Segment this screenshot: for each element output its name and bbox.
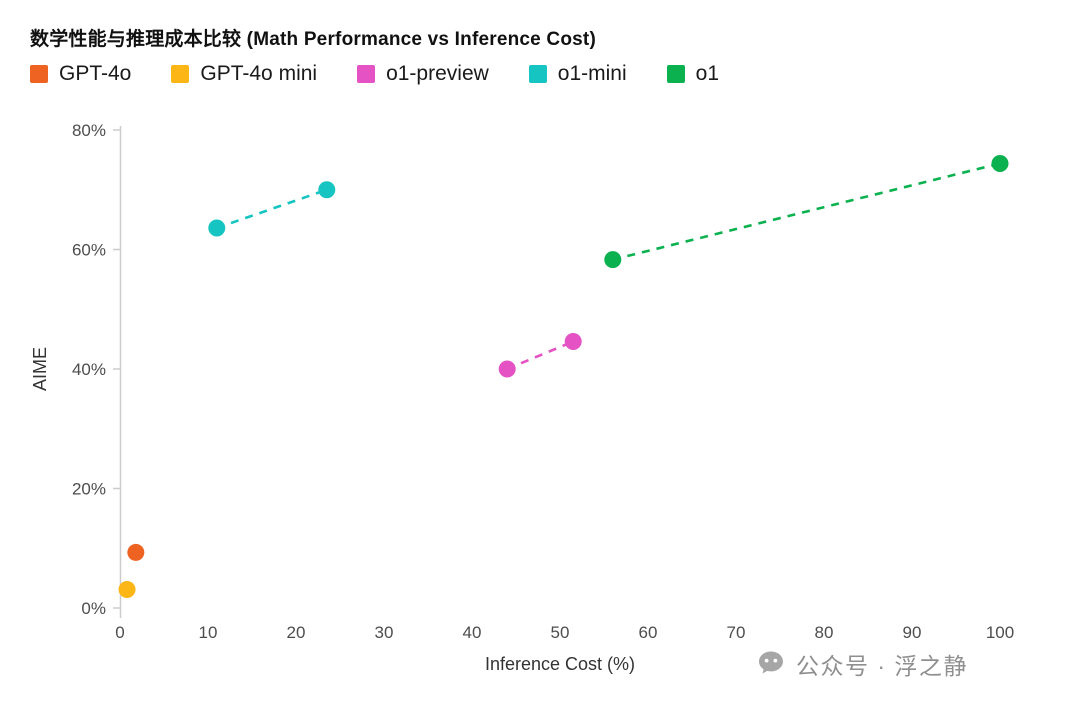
legend-label-o1-preview: o1-preview xyxy=(386,62,489,85)
data-point-o1 xyxy=(604,251,622,269)
y-tick-label: 20% xyxy=(72,480,106,499)
y-tick-label: 80% xyxy=(72,121,106,140)
legend-swatch-gpt-4o xyxy=(30,65,48,83)
legend-swatch-o1-mini xyxy=(528,65,547,83)
legend-label-gpt-4o: GPT-4o xyxy=(59,62,132,85)
legend-label-gpt-4o-mini: GPT-4o mini xyxy=(200,62,318,85)
data-point-gpt-4o xyxy=(127,543,145,561)
legend-swatch-o1-preview xyxy=(357,65,376,83)
legend-label-o1: o1 xyxy=(695,62,720,85)
data-point-o1-preview xyxy=(564,333,582,351)
data-point-o1 xyxy=(991,154,1009,172)
x-tick-label: 90 xyxy=(903,623,922,642)
x-tick-label: 20 xyxy=(287,623,306,642)
legend-item-gpt-4o-mini: GPT-4o mini xyxy=(171,62,317,86)
data-point-gpt-4o-mini xyxy=(118,580,136,598)
series-line-o1-mini xyxy=(216,188,328,230)
x-tick-label: 70 xyxy=(727,623,746,642)
x-tick-label: 30 xyxy=(375,623,394,642)
x-tick-label: 50 xyxy=(551,623,570,642)
x-tick-label: 60 xyxy=(639,623,658,642)
data-point-o1-mini xyxy=(208,219,226,237)
data-point-o1-preview xyxy=(498,360,516,378)
legend-swatch-o1 xyxy=(666,65,685,83)
scatter-plot: 0% 20% 40% 60% 80% 0 10 20 30 40 50 60 70 80 90 100 AIME… xyxy=(30,121,1014,674)
watermark: 公众号 · 浮之静 xyxy=(756,647,968,681)
series-line-o1-preview xyxy=(506,340,574,371)
x-tick-label: 10 xyxy=(199,623,218,642)
watermark-text: 公众号 · 浮之静 xyxy=(796,653,968,679)
legend-swatch-gpt-4o-mini xyxy=(171,65,190,83)
x-tick-label: 40 xyxy=(463,623,482,642)
x-tick-label: 100 xyxy=(986,623,1014,642)
series-line-o1 xyxy=(612,162,1001,261)
chart-legend: GPT-4o GPT-4o mini o1-preview o1-mini o1 xyxy=(30,62,719,86)
x-axis-title: Inference Cost (%) xyxy=(485,654,635,674)
legend-item-o1-mini: o1-mini xyxy=(528,62,627,86)
legend-item-gpt-4o: GPT-4o xyxy=(30,62,131,86)
y-tick-label: 60% xyxy=(72,241,106,260)
legend-label-o1-mini: o1-mini xyxy=(557,62,627,85)
y-axis-title: AIME xyxy=(30,347,50,391)
legend-item-o1: o1 xyxy=(666,62,720,86)
legend-item-o1-preview: o1-preview xyxy=(357,62,489,86)
wechat-icon xyxy=(756,649,786,679)
data-point-o1-mini xyxy=(318,181,336,199)
y-tick-label: 0% xyxy=(81,599,106,618)
chart-title: 数学性能与推理成本比较 (Math Performance vs Inferen… xyxy=(30,29,596,50)
x-tick-label: 0 xyxy=(115,623,124,642)
x-tick-label: 80 xyxy=(815,623,834,642)
y-tick-label: 40% xyxy=(72,360,106,379)
